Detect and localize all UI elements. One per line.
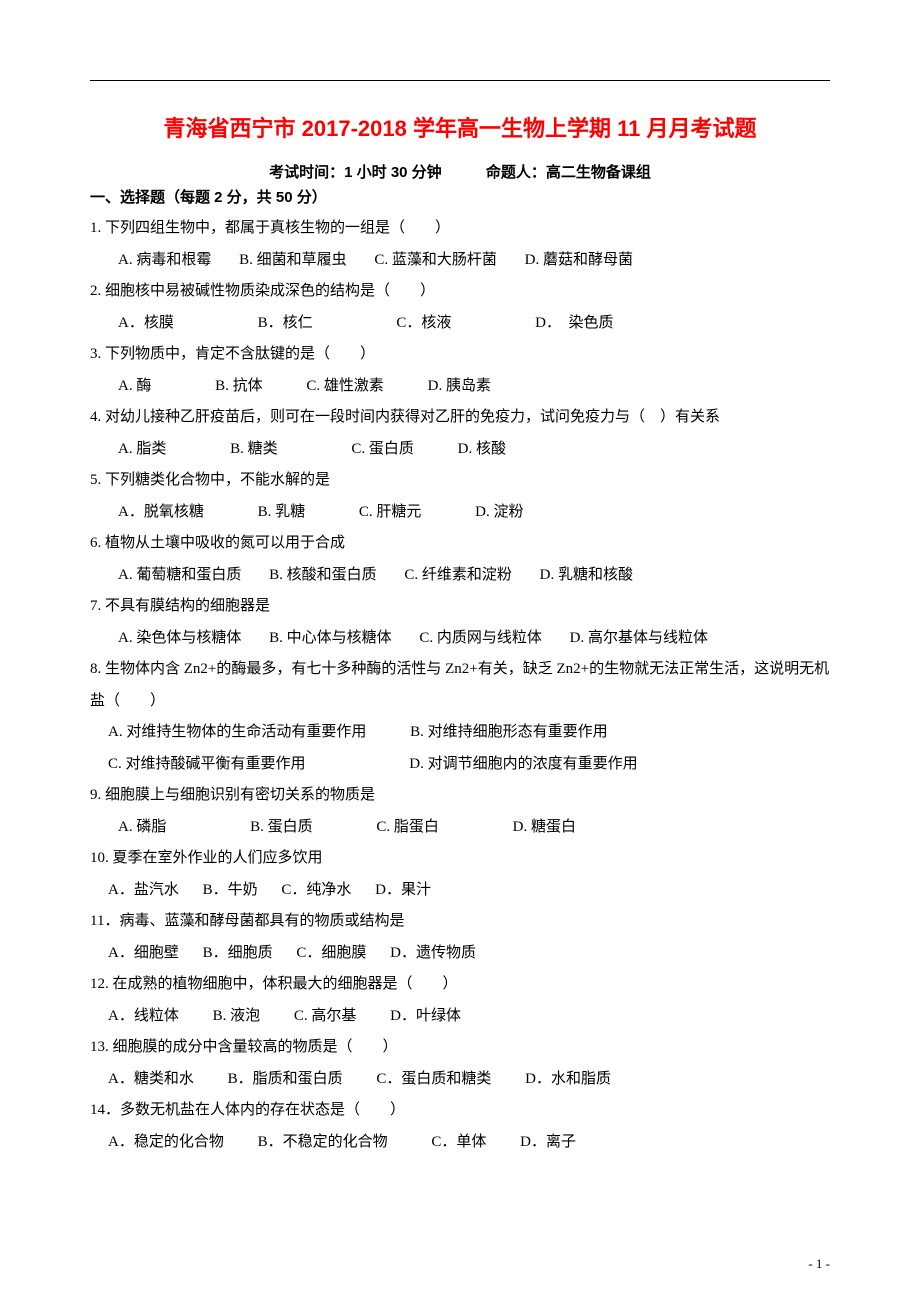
option: B. 对维持细胞形态有重要作用: [410, 717, 608, 749]
option: B．细胞质: [203, 938, 273, 970]
option: C．核液: [396, 308, 451, 340]
option: A．糖类和水: [108, 1064, 194, 1096]
question-stem: 13. 细胞膜的成分中含量较高的物质是（ ）: [90, 1032, 830, 1064]
option: D. 乳糖和核酸: [540, 560, 633, 592]
question-stem: 7. 不具有膜结构的细胞器是: [90, 591, 830, 623]
option: B. 细菌和草履虫: [239, 245, 347, 277]
document-title: 青海省西宁市 2017-2018 学年高一生物上学期 11 月月考试题: [90, 111, 830, 143]
option: C. 脂蛋白: [376, 812, 439, 844]
option: B. 核酸和蛋白质: [269, 560, 377, 592]
question-options: A．脱氧核糖 B. 乳糖 C. 肝糖元 D. 淀粉: [90, 497, 830, 529]
option: C．蛋白质和糖类: [376, 1064, 491, 1096]
option: A. 对维持生物体的生命活动有重要作用: [108, 717, 366, 749]
option: B. 抗体: [215, 371, 263, 403]
option: B. 中心体与核糖体: [269, 623, 392, 655]
option: C．纯净水: [281, 875, 351, 907]
question-stem: 10. 夏季在室外作业的人们应多饮用: [90, 843, 830, 875]
option: D． 染色质: [535, 308, 613, 340]
question-options: A. 病毒和根霉 B. 细菌和草履虫 C. 蓝藻和大肠杆菌 D. 蘑菇和酵母菌: [90, 245, 830, 277]
question-stem: 9. 细胞膜上与细胞识别有密切关系的物质是: [90, 780, 830, 812]
question-stem: 11．病毒、蓝藻和酵母菌都具有的物质或结构是: [90, 906, 830, 938]
question-stem: 3. 下列物质中，肯定不含肽键的是（ ）: [90, 339, 830, 371]
option: B．脂质和蛋白质: [228, 1064, 343, 1096]
option: C. 对维持酸碱平衡有重要作用: [108, 749, 306, 781]
option: A. 脂类: [118, 434, 166, 466]
option: A．核膜: [118, 308, 174, 340]
option: B. 乳糖: [258, 497, 306, 529]
option: D. 对调节细胞内的浓度有重要作用: [409, 749, 637, 781]
horizontal-rule: [90, 80, 830, 81]
question-stem: 2. 细胞核中易被碱性物质染成深色的结构是（ ）: [90, 276, 830, 308]
question-options: A．线粒体 B. 液泡 C. 高尔基 D．叶绿体: [90, 1001, 830, 1033]
option: A．稳定的化合物: [108, 1127, 224, 1159]
question-stem: 4. 对幼儿接种乙肝疫苗后，则可在一段时间内获得对乙肝的免疫力，试问免疫力与（ …: [90, 402, 830, 434]
question-stem: 6. 植物从土壤中吸收的氮可以用于合成: [90, 528, 830, 560]
option: A. 病毒和根霉: [118, 245, 211, 277]
question-options: A．糖类和水 B．脂质和蛋白质 C．蛋白质和糖类 D．水和脂质: [90, 1064, 830, 1096]
question-options: A．稳定的化合物 B．不稳定的化合物 C．单体 D．离子: [90, 1127, 830, 1159]
option: B. 液泡: [213, 1001, 261, 1033]
option: D．叶绿体: [390, 1001, 461, 1033]
question-options: A. 染色体与核糖体 B. 中心体与核糖体 C. 内质网与线粒体 D. 高尔基体…: [90, 623, 830, 655]
question-stem: 8. 生物体内含 Zn2+的酶最多，有七十多种酶的活性与 Zn2+有关，缺乏 Z…: [90, 654, 830, 717]
option: D. 胰岛素: [428, 371, 491, 403]
option: D. 淀粉: [475, 497, 523, 529]
question-stem: 5. 下列糖类化合物中，不能水解的是: [90, 465, 830, 497]
question-options: A．盐汽水 B．牛奶 C．纯净水 D．果汁: [90, 875, 830, 907]
option: A．线粒体: [108, 1001, 179, 1033]
option: B. 蛋白质: [250, 812, 313, 844]
question-options: A．核膜 B．核仁 C．核液 D． 染色质: [90, 308, 830, 340]
option: C. 内质网与线粒体: [419, 623, 542, 655]
page-number: - 1 -: [808, 1256, 830, 1272]
option: D. 核酸: [458, 434, 506, 466]
question-stem: 12. 在成熟的植物细胞中，体积最大的细胞器是（ ）: [90, 969, 830, 1001]
option: D. 高尔基体与线粒体: [570, 623, 708, 655]
option: A．脱氧核糖: [118, 497, 204, 529]
option: B．牛奶: [203, 875, 258, 907]
question-options: A. 酶 B. 抗体 C. 雄性激素 D. 胰岛素: [90, 371, 830, 403]
option: B．核仁: [258, 308, 313, 340]
question-options: A. 磷脂 B. 蛋白质 C. 脂蛋白 D. 糖蛋白: [90, 812, 830, 844]
question-stem: 1. 下列四组生物中，都属于真核生物的一组是（ ）: [90, 213, 830, 245]
question-options: A. 对维持生物体的生命活动有重要作用 B. 对维持细胞形态有重要作用: [90, 717, 830, 749]
exam-time: 考试时间：1 小时 30 分钟: [269, 161, 442, 182]
option: C. 雄性激素: [306, 371, 384, 403]
option: B．不稳定的化合物: [258, 1127, 388, 1159]
question-options: A. 葡萄糖和蛋白质 B. 核酸和蛋白质 C. 纤维素和淀粉 D. 乳糖和核酸: [90, 560, 830, 592]
option: C．细胞膜: [296, 938, 366, 970]
option: A．细胞壁: [108, 938, 179, 970]
option: A. 磷脂: [118, 812, 166, 844]
option: D. 蘑菇和酵母菌: [525, 245, 633, 277]
option: C. 肝糖元: [359, 497, 422, 529]
option: C. 蛋白质: [351, 434, 414, 466]
question-options: A. 脂类 B. 糖类 C. 蛋白质 D. 核酸: [90, 434, 830, 466]
option: C．单体: [431, 1127, 486, 1159]
option: C. 纤维素和淀粉: [404, 560, 512, 592]
option: B. 糖类: [230, 434, 278, 466]
option: A. 酶: [118, 371, 151, 403]
question-options: C. 对维持酸碱平衡有重要作用 D. 对调节细胞内的浓度有重要作用: [90, 749, 830, 781]
option: D．离子: [520, 1127, 576, 1159]
option: A．盐汽水: [108, 875, 179, 907]
option: C. 蓝藻和大肠杆菌: [374, 245, 497, 277]
author: 命题人：高二生物备课组: [486, 164, 651, 181]
option: D．遗传物质: [390, 938, 476, 970]
question-stem: 14．多数无机盐在人体内的存在状态是（ ）: [90, 1095, 830, 1127]
option: A. 染色体与核糖体: [118, 623, 241, 655]
option: D. 糖蛋白: [513, 812, 576, 844]
question-options: A．细胞壁 B．细胞质 C．细胞膜 D．遗传物质: [90, 938, 830, 970]
option: D．果汁: [375, 875, 431, 907]
option: D．水和脂质: [525, 1064, 611, 1096]
meta-line: 考试时间：1 小时 30 分钟 命题人：高二生物备课组: [90, 161, 830, 182]
option: A. 葡萄糖和蛋白质: [118, 560, 241, 592]
option: C. 高尔基: [294, 1001, 357, 1033]
section-heading: 一、选择题（每题 2 分，共 50 分）: [90, 186, 830, 207]
